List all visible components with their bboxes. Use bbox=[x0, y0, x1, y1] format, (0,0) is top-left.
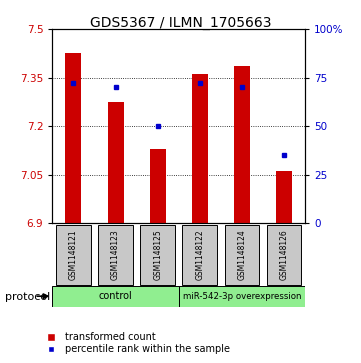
Bar bbox=[267, 225, 301, 285]
Text: miR-542-3p overexpression: miR-542-3p overexpression bbox=[183, 292, 301, 301]
Text: GSM1148126: GSM1148126 bbox=[279, 230, 288, 280]
Bar bbox=[65, 53, 82, 223]
Text: control: control bbox=[99, 291, 132, 301]
Bar bbox=[52, 286, 179, 307]
Bar bbox=[56, 225, 91, 285]
Text: GSM1148121: GSM1148121 bbox=[69, 230, 78, 280]
Legend: transformed count, percentile rank within the sample: transformed count, percentile rank withi… bbox=[37, 329, 234, 358]
Bar bbox=[192, 74, 208, 223]
Text: GDS5367 / ILMN_1705663: GDS5367 / ILMN_1705663 bbox=[90, 16, 271, 30]
Text: GSM1148124: GSM1148124 bbox=[238, 230, 246, 280]
Bar bbox=[183, 225, 217, 285]
Bar bbox=[150, 149, 166, 223]
Bar bbox=[276, 171, 292, 223]
Bar bbox=[140, 225, 175, 285]
Text: GSM1148122: GSM1148122 bbox=[195, 230, 204, 280]
Bar bbox=[234, 66, 250, 223]
Bar bbox=[225, 225, 259, 285]
Bar bbox=[108, 102, 123, 223]
Text: protocol: protocol bbox=[5, 291, 51, 302]
Text: GSM1148123: GSM1148123 bbox=[111, 230, 120, 280]
Bar bbox=[179, 286, 305, 307]
Text: GSM1148125: GSM1148125 bbox=[153, 230, 162, 280]
Bar bbox=[98, 225, 133, 285]
